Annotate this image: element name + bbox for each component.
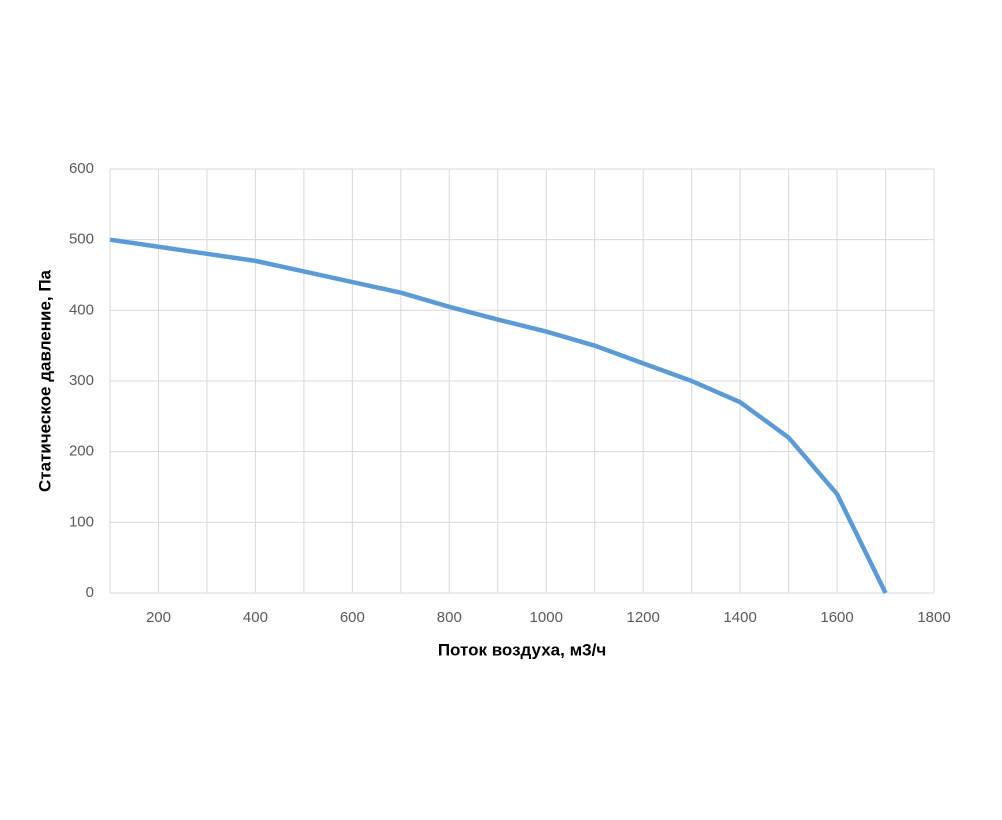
y-tick-label: 100 bbox=[69, 513, 94, 530]
x-tick-label: 800 bbox=[437, 609, 462, 626]
x-tick-label: 1000 bbox=[530, 609, 563, 626]
y-tick-label: 200 bbox=[69, 443, 94, 460]
y-tick-label: 600 bbox=[69, 160, 94, 177]
y-tick-label: 300 bbox=[69, 372, 94, 389]
x-tick-label: 1400 bbox=[723, 609, 756, 626]
x-tick-label: 400 bbox=[243, 609, 268, 626]
x-tick-label: 200 bbox=[146, 609, 171, 626]
x-tick-label: 600 bbox=[340, 609, 365, 626]
x-tick-label: 1200 bbox=[626, 609, 659, 626]
y-tick-label: 0 bbox=[86, 584, 94, 601]
y-tick-label: 400 bbox=[69, 301, 94, 318]
x-tick-label: 1600 bbox=[820, 609, 853, 626]
data-line bbox=[109, 237, 888, 594]
x-axis-label: Поток воздуха, м3/ч bbox=[438, 640, 606, 659]
y-axis-label: Статическое давление, Па bbox=[35, 269, 54, 492]
x-tick-label: 1800 bbox=[917, 609, 950, 626]
y-tick-label: 500 bbox=[69, 231, 94, 248]
